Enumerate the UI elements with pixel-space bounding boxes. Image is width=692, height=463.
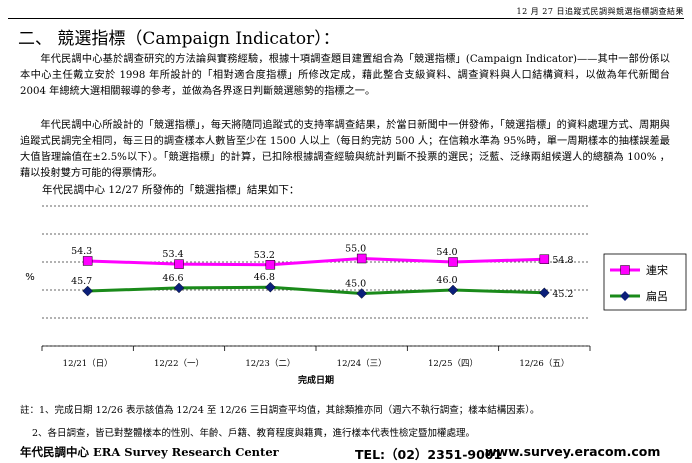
series-marker	[82, 285, 93, 297]
data-label: 54.0	[436, 247, 457, 258]
series-marker	[174, 259, 184, 269]
campaign-indicator-chart: 12/21（日） 12/22（一） 12/23（二） 12/24（三） 12/25（四）…	[25, 205, 687, 386]
section-title: 二、 競選指標（Campaign Indicator）：	[18, 29, 340, 49]
data-label: 46.6	[162, 273, 183, 284]
x-tick-label: 12/24（三）	[337, 358, 387, 369]
x-tick-label: 12/22（一）	[154, 358, 204, 369]
series-marker	[447, 284, 459, 296]
footer-website[interactable]: www.survey.eracom.com	[485, 444, 661, 459]
series-marker	[265, 281, 276, 293]
legend-swatch-marker	[620, 265, 630, 275]
x-axis-title: 完成日期	[298, 374, 334, 386]
series-line-0	[87, 256, 545, 267]
footer-tel: TEL:（02）2351-9001	[355, 447, 503, 462]
data-label: 54.8	[552, 255, 573, 266]
legend-label: 連宋	[646, 263, 668, 277]
series-marker	[356, 253, 367, 264]
y-axis-title: %	[25, 272, 35, 283]
x-tick-label: 12/26（五）	[519, 358, 569, 369]
data-label: 46.0	[436, 275, 457, 286]
series-line-1	[87, 285, 545, 296]
header-rule	[8, 18, 684, 19]
series-marker	[265, 260, 276, 270]
x-tick-label: 12/25（四）	[428, 358, 478, 369]
data-label: 55.0	[345, 244, 366, 255]
running-header: 12 月 27 日追蹤式民調與競選指標調查結果	[0, 0, 692, 22]
x-tick-label: 12/23（二）	[245, 358, 295, 369]
data-label: 45.2	[552, 289, 573, 300]
x-tick-label: 12/21（日）	[63, 358, 113, 369]
running-header-title: 12 月 27 日追蹤式民調與競選指標調查結果	[516, 7, 684, 16]
data-label: 54.3	[71, 246, 92, 257]
series-marker	[539, 287, 550, 299]
series-marker	[82, 256, 93, 266]
data-label: 46.8	[254, 272, 275, 283]
series-marker	[356, 288, 367, 299]
data-label: 45.7	[71, 276, 92, 287]
legend-swatch-marker	[620, 291, 630, 301]
series-marker	[539, 254, 550, 264]
series-marker	[173, 282, 185, 294]
series-marker	[448, 257, 458, 267]
paragraph-method: 年代民調中心所設計的「競選指標」，每天將隨同追蹤式的支持率調查結果，於當日新聞中…	[20, 120, 670, 179]
paragraph-intro: 年代民調中心基於調查研究的方法論與實務經驗，根據十項調查題目建置組合為「競選指標…	[20, 54, 670, 97]
data-label: 53.4	[162, 249, 183, 260]
data-label: 53.2	[254, 250, 275, 261]
footer-org: 年代民調中心 ERA Survey Research Center	[20, 445, 279, 459]
legend-label: 扁呂	[646, 290, 668, 303]
legend-box	[603, 253, 687, 311]
data-label: 45.0	[345, 279, 366, 290]
note-2: 2、各日調查，皆已對整體樣本的性別、年齡、戶籍、教育程度與籍貫，進行樣本代表性檢…	[32, 428, 476, 439]
chart-caption: 年代民調中心 12/27 所發佈的「競選指標」結果如下：	[42, 184, 300, 196]
note-1: 註：1、完成日期 12/26 表示該值為 12/24 至 12/26 三日調查平…	[20, 405, 540, 416]
footer: 年代民調中心 ERA Survey Research Center TEL:（0…	[20, 444, 680, 462]
